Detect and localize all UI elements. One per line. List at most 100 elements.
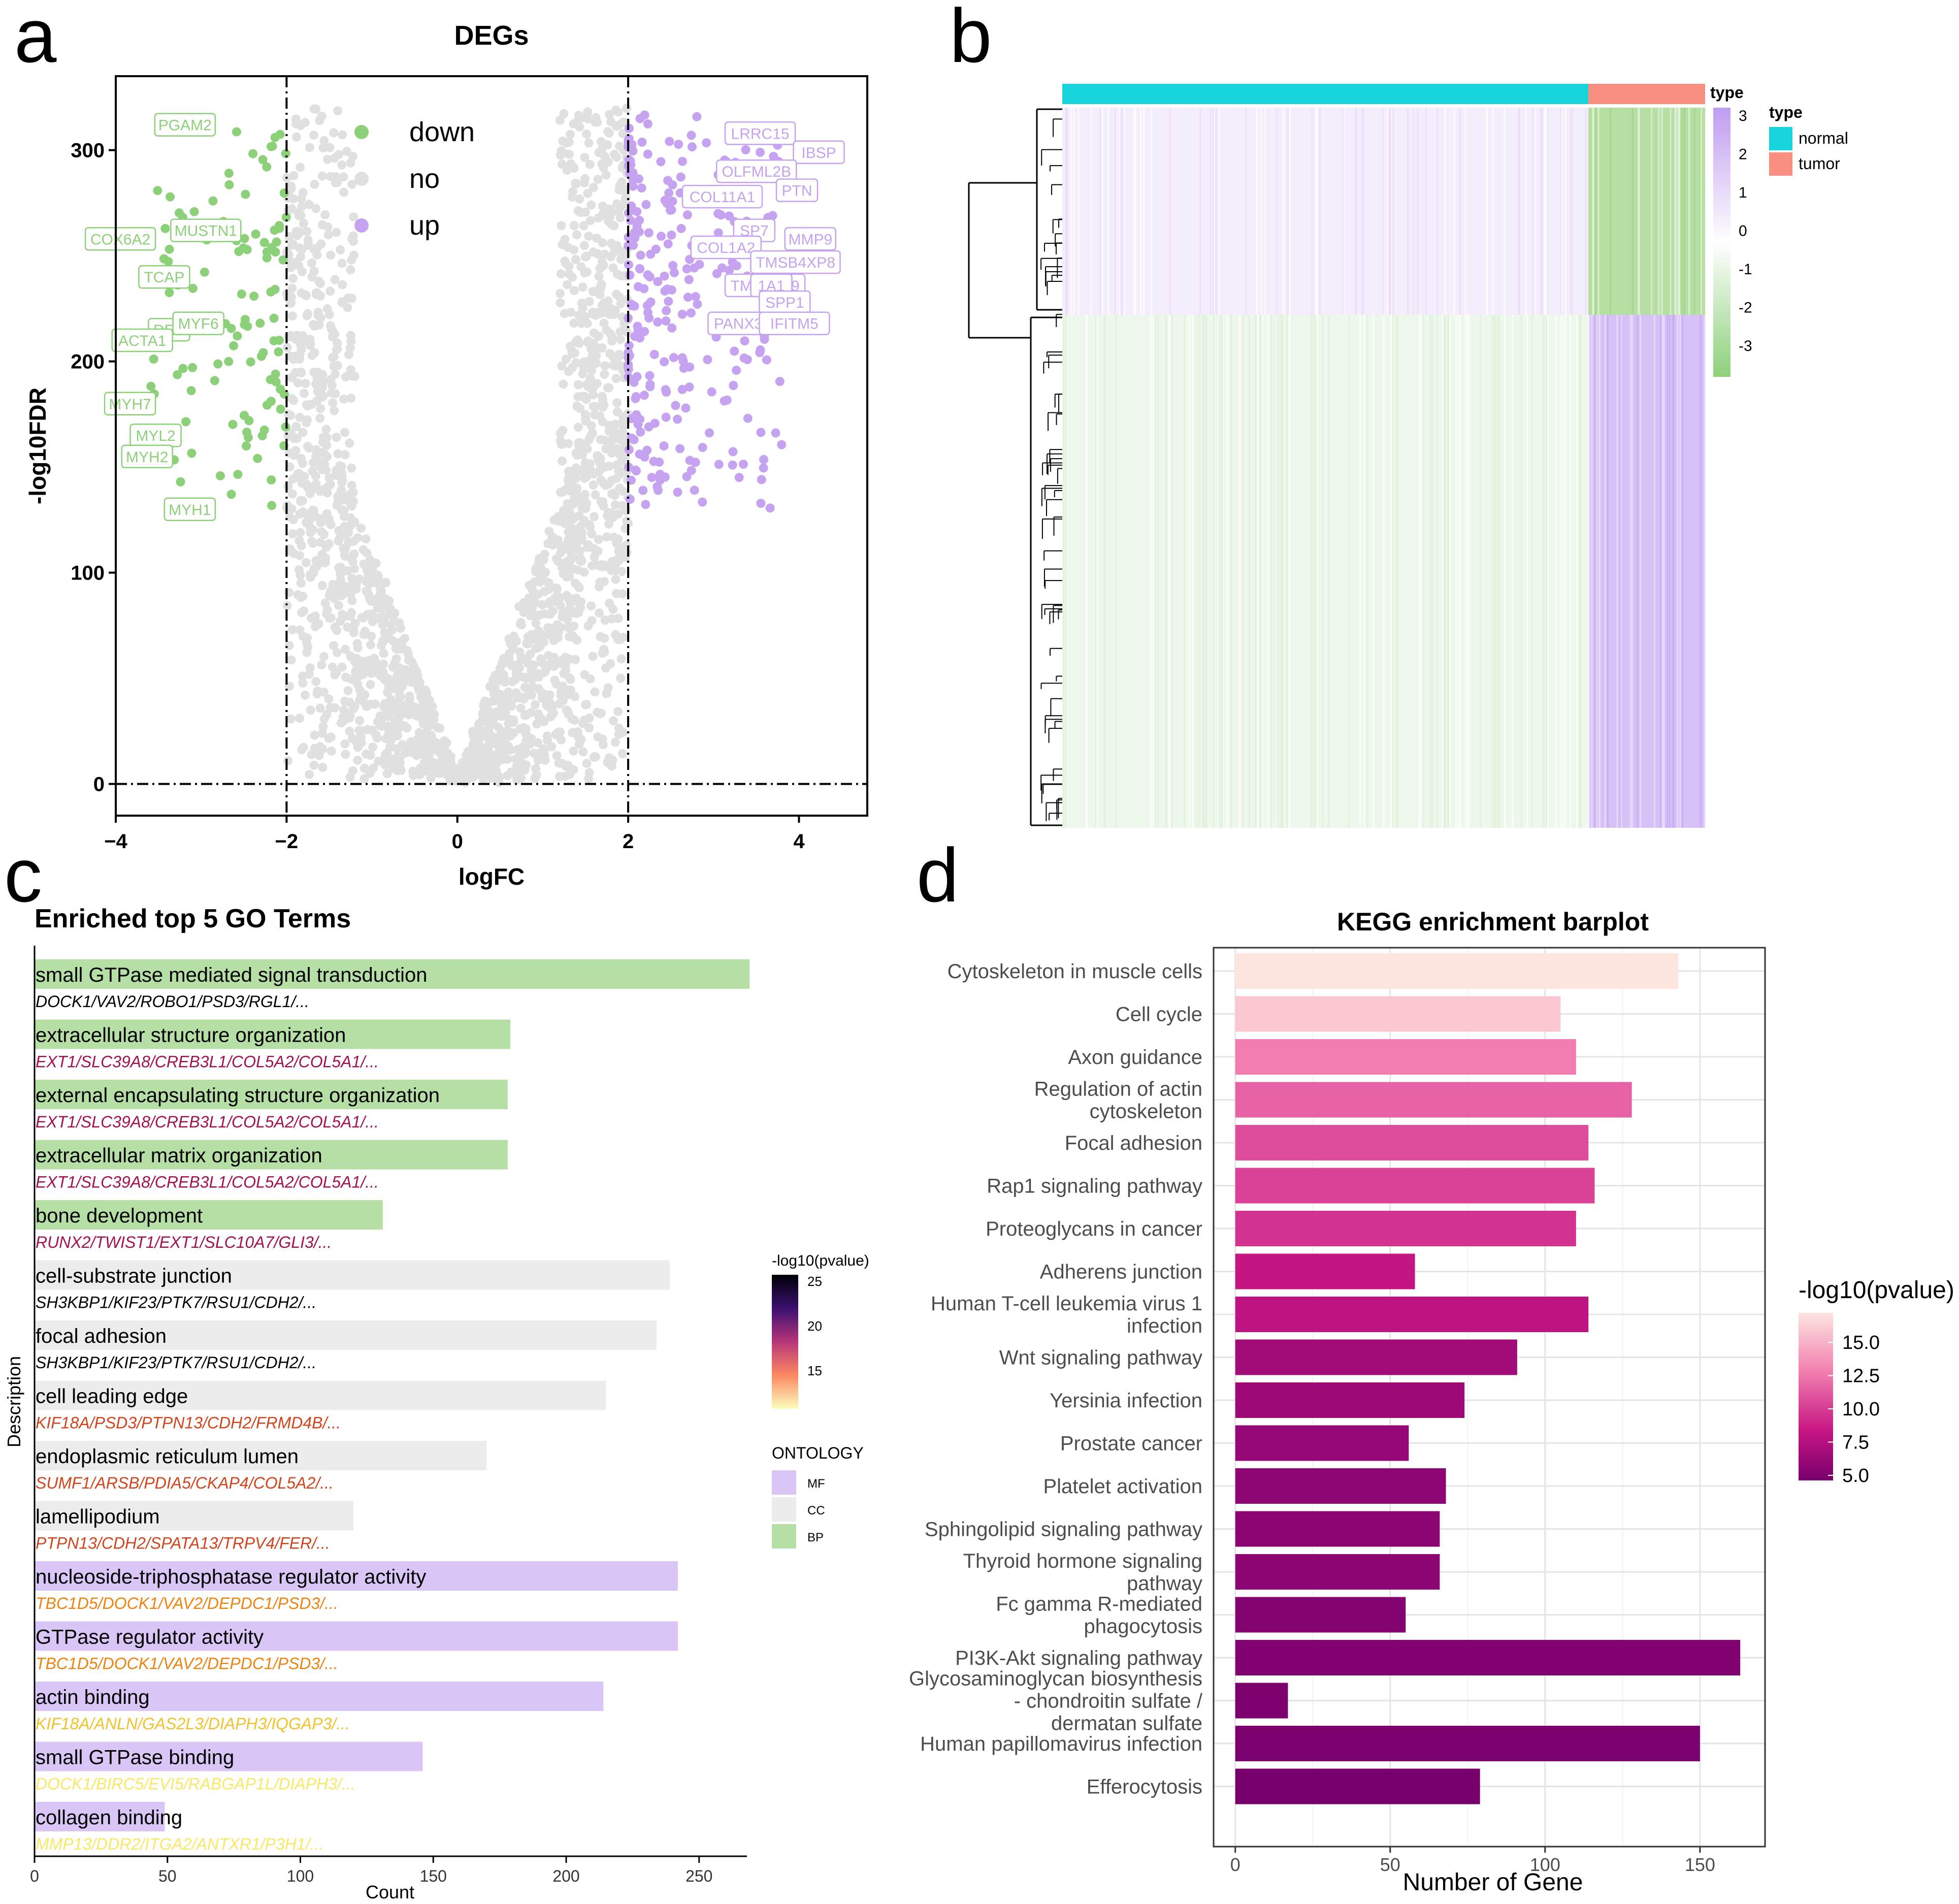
point-no	[379, 649, 388, 658]
point-no	[285, 351, 295, 361]
point-up	[675, 444, 685, 454]
heat-stripe	[1154, 315, 1156, 828]
go-term-label: focal adhesion	[36, 1325, 167, 1347]
point-no	[571, 179, 581, 188]
point-no	[563, 623, 573, 632]
heat-stripe	[1504, 108, 1506, 315]
heat-stripe	[1078, 108, 1080, 315]
gene-label-box	[164, 497, 216, 522]
point-down	[266, 397, 276, 406]
kegg-legend-label: 7.5	[1842, 1432, 1869, 1454]
point-down	[281, 149, 290, 158]
point-no	[322, 154, 332, 164]
point-up	[659, 441, 669, 451]
point-no	[579, 363, 589, 372]
point-down	[224, 357, 234, 366]
point-up	[693, 300, 702, 309]
gene-label-box	[784, 227, 837, 251]
point-no	[298, 507, 308, 517]
point-up	[628, 181, 638, 191]
point-up	[629, 377, 639, 387]
heat-stripe	[1348, 315, 1350, 828]
point-no	[311, 622, 320, 631]
heat-stripe	[1448, 315, 1450, 828]
point-no	[311, 289, 321, 299]
point-no	[517, 759, 527, 768]
kegg-term-label: Fc gamma R-mediated	[996, 1593, 1202, 1616]
point-down	[160, 223, 170, 233]
point-down	[248, 149, 258, 158]
point-no	[295, 714, 305, 723]
point-up	[669, 353, 678, 363]
heat-stripe	[1674, 108, 1676, 315]
point-up	[625, 351, 635, 361]
annotation-normal	[1062, 84, 1588, 104]
point-no	[286, 714, 296, 724]
point-no	[569, 286, 579, 296]
point-up	[728, 460, 737, 470]
point-no	[610, 737, 620, 747]
panel-letter-b: b	[950, 0, 992, 78]
point-no	[517, 620, 527, 630]
point-no	[283, 409, 293, 419]
point-down	[174, 208, 184, 218]
heat-stripe	[1547, 315, 1549, 828]
point-up	[667, 230, 676, 240]
point-no	[307, 537, 317, 546]
point-no	[558, 696, 568, 705]
point-no	[337, 160, 347, 170]
point-no	[565, 512, 575, 522]
heat-stripe	[1213, 108, 1215, 315]
heat-stripe	[1245, 108, 1247, 315]
point-no	[586, 200, 596, 210]
point-no	[491, 772, 500, 782]
gene-label: IFITM5	[770, 316, 819, 333]
go-x-tick-label: 100	[287, 1867, 314, 1885]
point-up	[645, 371, 655, 380]
point-down	[173, 370, 182, 379]
point-no	[525, 739, 535, 749]
point-no	[576, 392, 586, 401]
point-no	[433, 745, 443, 754]
point-no	[324, 539, 334, 548]
point-no	[360, 774, 369, 784]
point-no	[319, 530, 329, 539]
point-no	[291, 446, 301, 456]
point-no	[537, 658, 547, 668]
heat-stripe	[1192, 315, 1194, 828]
heat-stripe	[1531, 315, 1533, 828]
heat-stripe	[1217, 315, 1219, 828]
point-no	[556, 288, 565, 298]
point-up	[682, 472, 692, 481]
heat-stripe	[1203, 315, 1205, 828]
point-no	[296, 578, 306, 588]
point-no	[597, 250, 606, 260]
point-no	[547, 659, 557, 669]
ontology-legend-title: ONTOLOGY	[772, 1444, 864, 1462]
point-no	[605, 211, 615, 221]
go-bar	[35, 1501, 354, 1531]
point-no	[561, 354, 571, 364]
point-no	[612, 398, 622, 408]
heat-stripe	[1570, 108, 1572, 315]
point-no	[564, 439, 573, 448]
point-no	[603, 127, 613, 137]
heat-stripe	[1396, 315, 1398, 828]
point-no	[569, 746, 578, 756]
heat-stripe	[1588, 315, 1590, 828]
point-down	[271, 369, 280, 379]
point-no	[339, 172, 348, 182]
point-no	[598, 740, 608, 750]
heat-stripe	[1704, 315, 1706, 828]
point-no	[334, 601, 343, 610]
point-up	[669, 268, 679, 277]
point-no	[379, 659, 388, 669]
point-no	[286, 263, 296, 273]
point-no	[386, 741, 396, 751]
point-up	[647, 473, 657, 482]
heat-stripe	[1596, 315, 1598, 828]
point-down	[233, 470, 243, 479]
point-down	[240, 234, 249, 243]
point-no	[291, 132, 301, 142]
go-bar	[35, 1682, 604, 1711]
